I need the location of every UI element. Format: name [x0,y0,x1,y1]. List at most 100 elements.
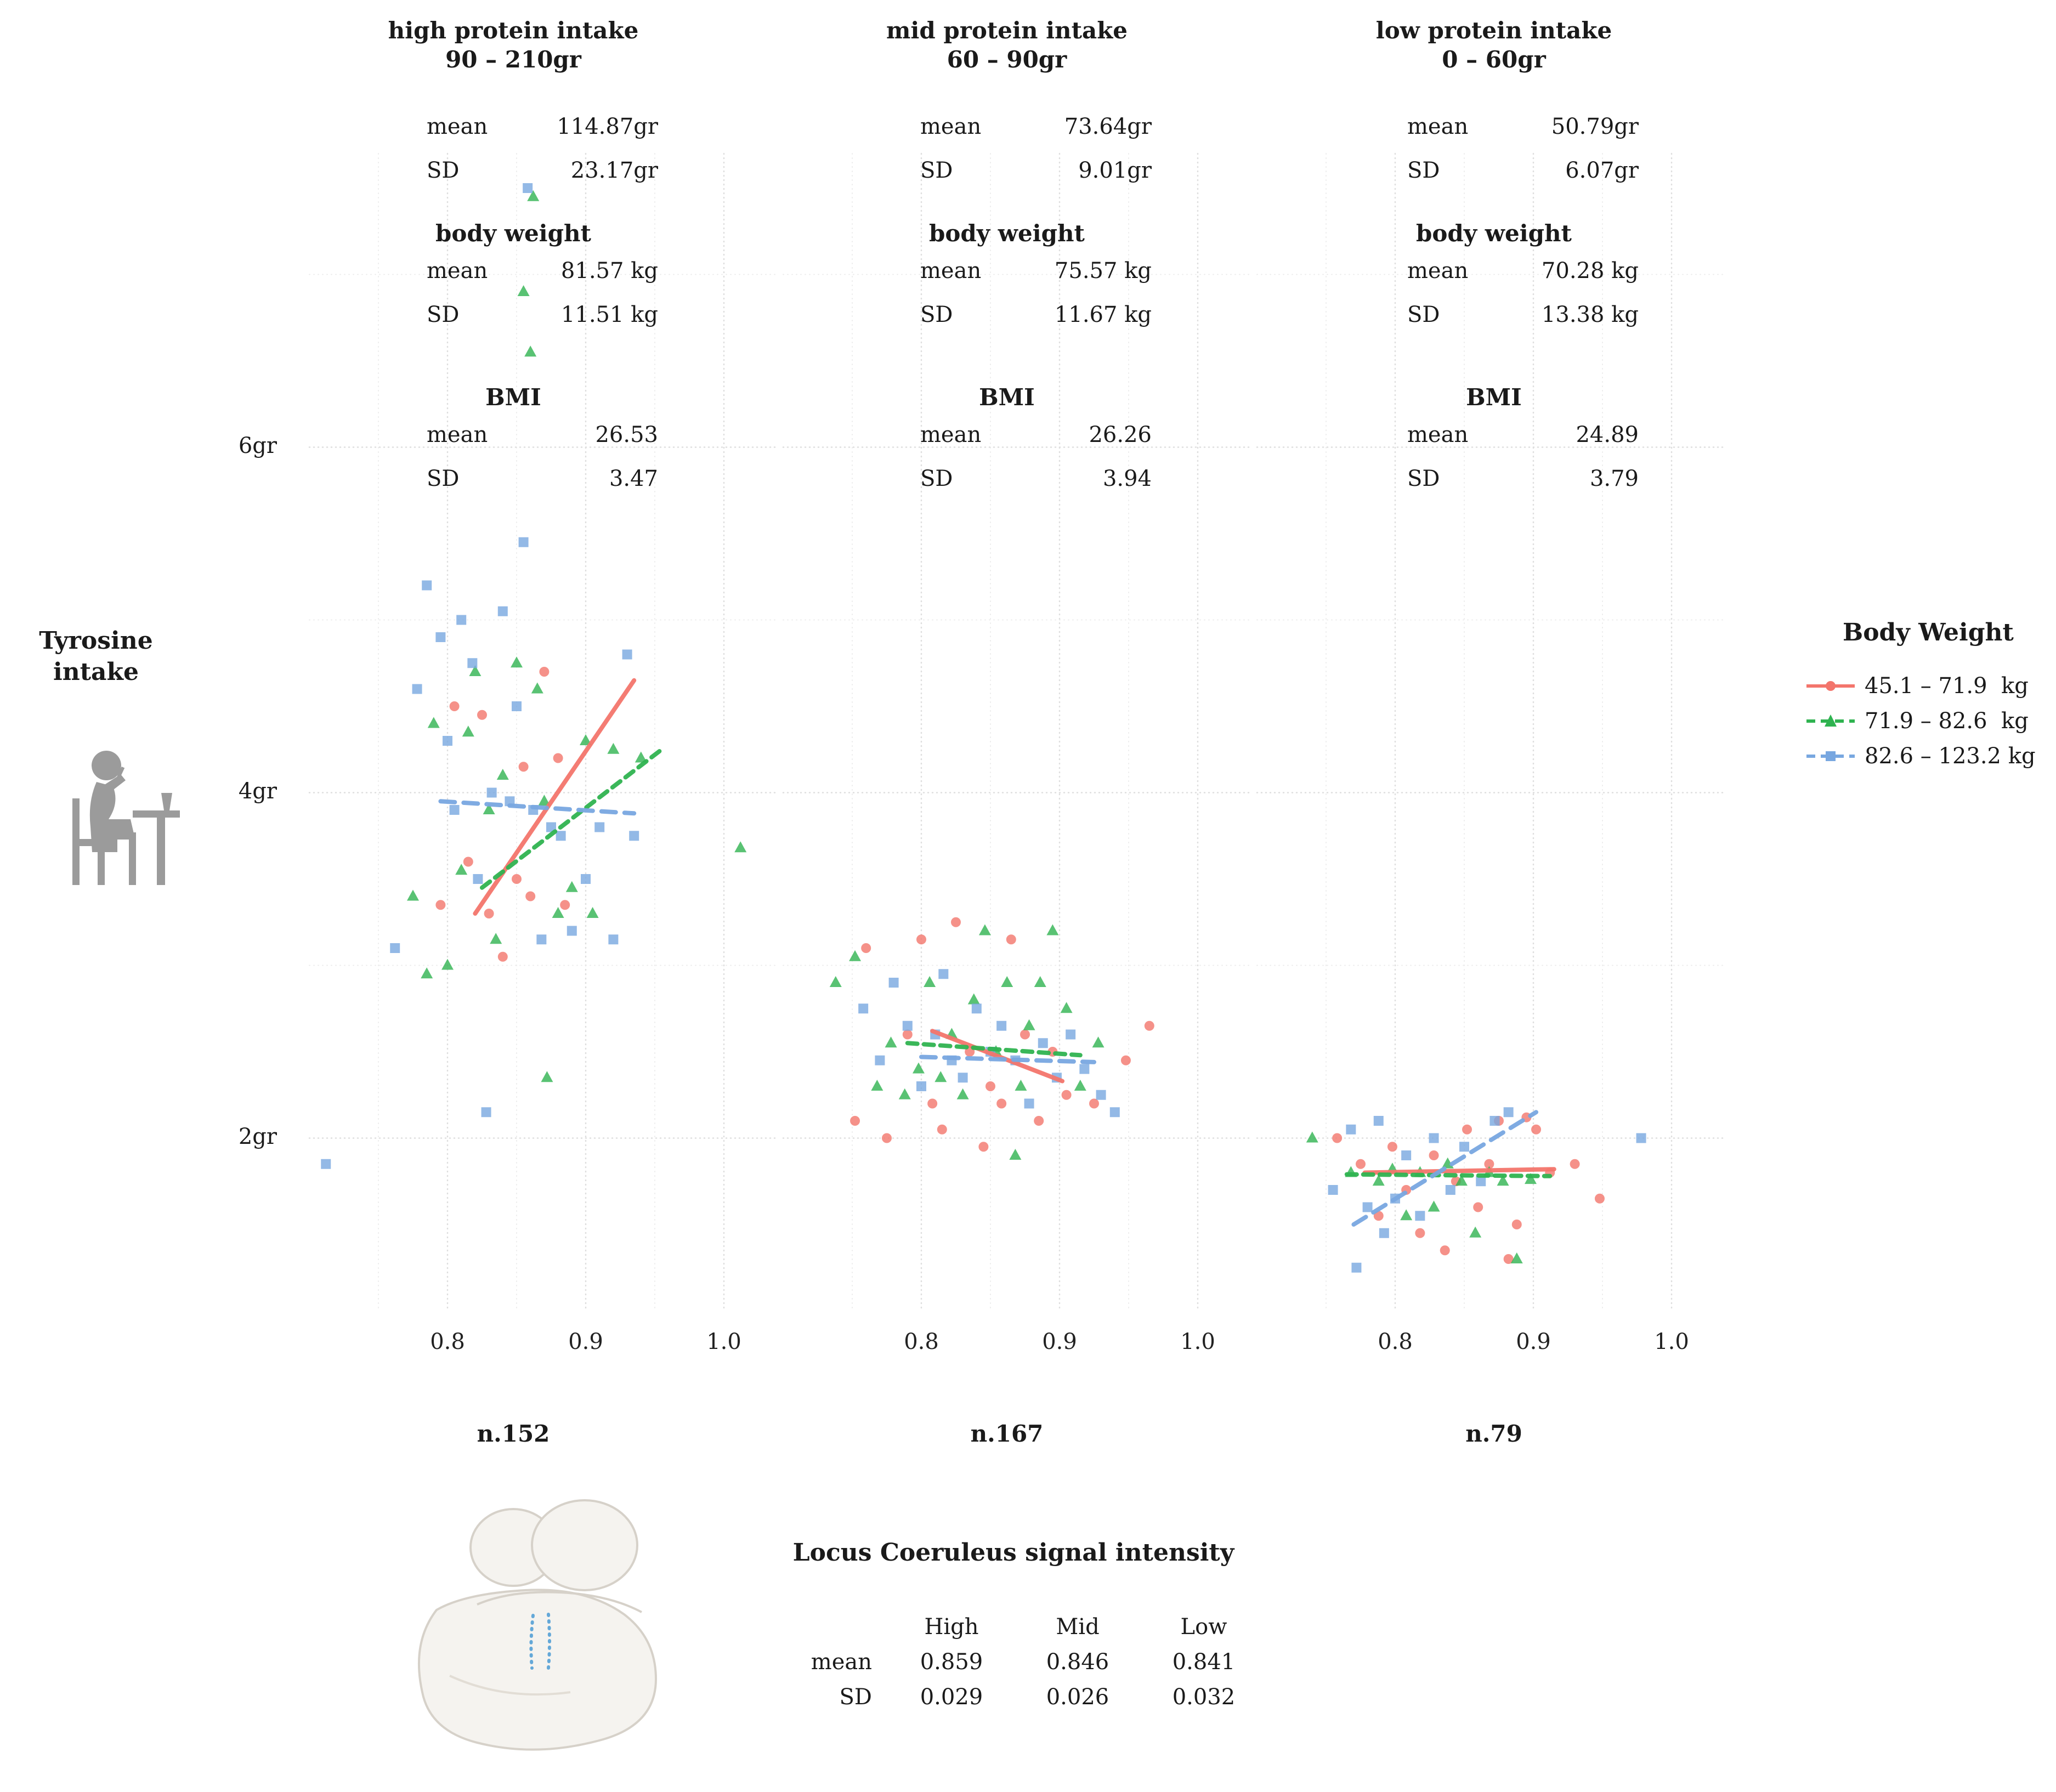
mean-mid-value: 0.846 [1046,1649,1109,1675]
sample-size-mid: n.167 [970,1420,1044,1447]
data-point [1328,1185,1338,1195]
data-point [635,751,647,763]
protein-mean-row: mean 73.64gr [848,105,1166,149]
data-point [1046,924,1059,935]
green-line-triangle-icon [1804,710,1857,732]
data-point [567,926,577,936]
data-point [1497,1175,1509,1186]
protein-sd-row: SD 6.07gr [1335,149,1653,192]
bw-mean-value: 75.57 kg [1054,258,1152,283]
data-point [1015,1080,1027,1091]
data-point [902,1029,913,1040]
bw-mean-row: mean 81.57 kg [354,249,672,293]
protein-sd-row: SD 23.17gr [354,149,672,192]
data-point [1109,1107,1120,1118]
data-point [586,907,599,918]
data-point [435,632,446,642]
data-point [497,606,508,616]
data-point [1459,1142,1469,1152]
sd-high-value: 0.029 [920,1685,983,1710]
data-point [496,769,509,780]
data-point [1373,1211,1384,1221]
legend-entry-high-weight: 82.6 – 123.2 kg [1804,739,2036,774]
data-point [916,934,926,945]
data-point [958,1073,968,1083]
data-point [1428,1200,1440,1212]
data-point [1096,1090,1106,1100]
brainstem-illustration [417,1499,658,1751]
mean-label: mean [920,114,982,139]
data-point [469,665,482,676]
data-point [463,857,473,867]
protein-mean-value: 114.87gr [557,114,658,139]
sd-label: SD [1407,158,1440,183]
data-point [629,831,639,841]
column-title-low: low protein intake 0 – 60gr [1335,16,1653,74]
data-point [956,1088,969,1099]
trend-line-circle [930,1029,1065,1084]
data-point [497,951,508,962]
column-title-line2: 60 – 90gr [947,46,1067,73]
data-point [1306,1131,1318,1143]
data-point [1445,1185,1455,1195]
data-point [490,933,502,944]
sd-label: SD [427,158,460,183]
data-point [1089,1098,1099,1109]
y-axis-title-line1: Tyrosine [39,627,153,655]
trend-line-triangle [905,1041,1083,1058]
data-point [581,874,591,884]
legend-entry-label: 82.6 – 123.2 kg [1865,744,2036,769]
data-point [1332,1133,1343,1143]
bmi-title: BMI [1466,384,1522,411]
trend-line-triangle [1344,1172,1553,1178]
data-point [1469,1226,1482,1238]
data-point [594,822,605,832]
row-label-sd: SD [839,1685,872,1710]
data-point [1400,1209,1413,1221]
protein-sd-value: 23.17gr [570,158,658,183]
sd-label: SD [920,302,953,327]
data-point [734,841,747,853]
data-point [1061,1090,1072,1100]
data-point [875,1055,885,1065]
trend-line-square [438,799,637,816]
data-point [882,1133,892,1143]
mean-label: mean [427,258,488,283]
bmi-mean-row: mean 24.89 [1335,413,1653,457]
data-point [467,658,478,668]
data-point [556,831,566,841]
data-point [486,787,497,798]
data-point [443,736,452,746]
data-point [888,978,899,988]
table-corner [751,1614,888,1640]
bmi-sd-value: 3.79 [1589,466,1639,491]
row-label-mean: mean [811,1649,872,1675]
protein-sd-row: SD 9.01gr [848,149,1166,192]
data-point [1079,1064,1090,1074]
data-point [560,900,570,910]
data-point [608,934,619,945]
body-weight-title: body weight [435,220,591,247]
data-point [1001,976,1013,987]
data-point [462,725,474,737]
bmi-mean-row: mean 26.53 [354,413,672,457]
series-circle [850,917,1154,1152]
data-point [449,701,460,711]
protein-mean-value: 50.79gr [1551,114,1639,139]
series-square [1328,1107,1646,1273]
data-point [1060,1002,1073,1013]
data-point [524,345,537,357]
y-tick-label: 6gr [238,433,277,458]
data-point [1489,1116,1500,1126]
bmi-mean-value: 26.53 [595,422,658,447]
data-point [996,1098,1007,1109]
column-title-line1: high protein intake [388,17,639,44]
column-title-mid: mid protein intake 60 – 90gr [848,16,1166,74]
trend-line-circle [1362,1167,1556,1175]
data-point [1024,1098,1034,1109]
bmi-mean-value: 26.26 [1089,422,1152,447]
data-point [1144,1020,1154,1031]
sd-label: SD [1407,302,1440,327]
data-point [536,934,547,945]
x-tick-label: 0.8 [904,1329,939,1354]
